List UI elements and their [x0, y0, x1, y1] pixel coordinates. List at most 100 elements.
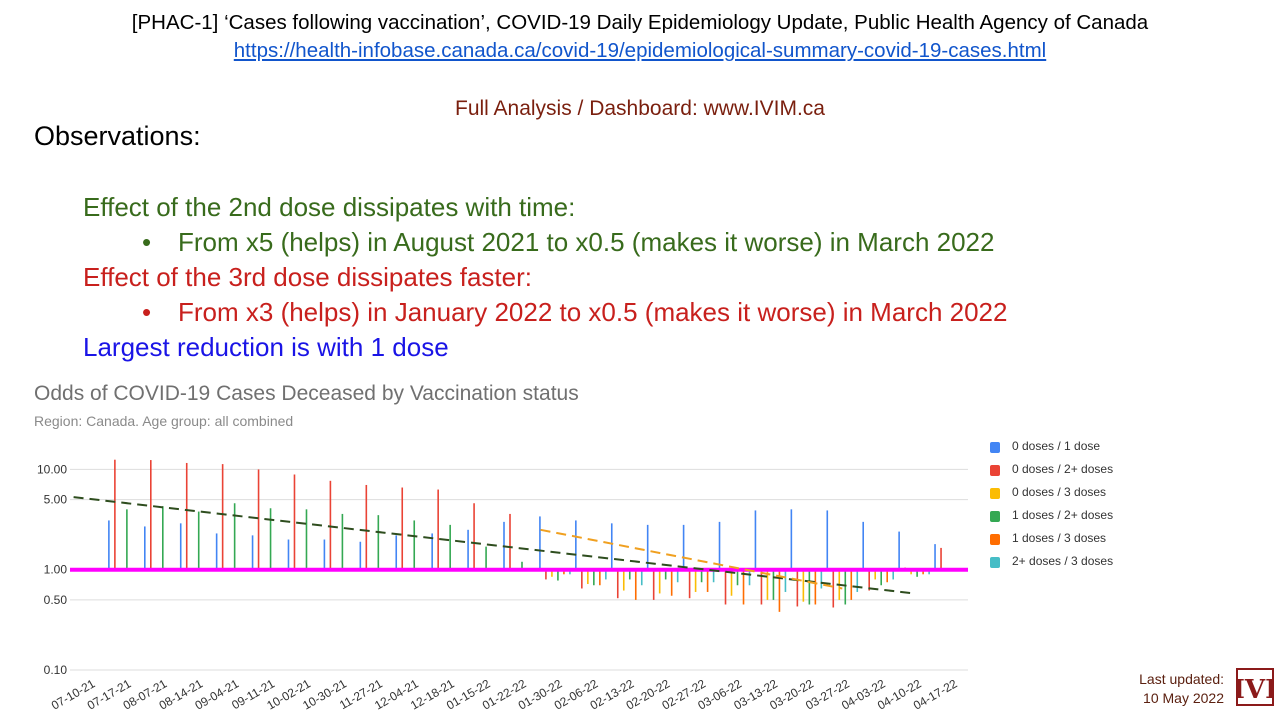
bar: [844, 569, 847, 605]
bar: [796, 569, 799, 607]
bar: [539, 516, 541, 570]
bar: [658, 569, 661, 594]
bar: [706, 569, 709, 592]
bar: [652, 569, 655, 600]
bar: [874, 569, 876, 580]
y-tick-label: 0.10: [44, 663, 68, 677]
bar: [856, 569, 859, 592]
trend-line: [73, 496, 915, 595]
legend-swatch: [990, 534, 1000, 545]
bar: [329, 480, 332, 570]
bar: [581, 569, 583, 589]
bar: [437, 489, 439, 570]
bar: [509, 513, 511, 570]
y-tick-label: 5.00: [44, 493, 68, 507]
bar: [808, 569, 811, 605]
bar: [293, 474, 296, 570]
y-tick-label: 0.50: [44, 593, 68, 607]
bar: [712, 569, 715, 583]
bar: [880, 569, 882, 586]
bar: [144, 526, 146, 570]
bar: [850, 569, 853, 600]
bar: [670, 569, 673, 596]
bar: [916, 569, 918, 577]
chart-plot: 10.005.001.000.500.1007-10-2107-17-2108-…: [37, 459, 968, 713]
bar: [898, 531, 900, 570]
bar: [736, 569, 739, 586]
dose3-heading: Effect of the 3rd dose dissipates faster…: [83, 262, 532, 292]
bar: [928, 569, 930, 575]
bar: [431, 533, 433, 570]
bar: [700, 569, 703, 583]
bar: [233, 503, 236, 570]
chart-title: Odds of COVID-19 Cases Deceased by Vacci…: [34, 382, 579, 405]
source-link[interactable]: https://health-infobase.canada.ca/covid-…: [233, 39, 1047, 62]
bar: [688, 569, 691, 599]
bar: [126, 509, 128, 570]
bar: [215, 533, 218, 570]
bar: [359, 541, 362, 570]
y-tick-label: 1.00: [44, 563, 68, 577]
bar: [718, 521, 721, 570]
bar: [616, 569, 619, 599]
bar: [395, 535, 398, 570]
bar: [197, 511, 200, 570]
bar: [682, 524, 685, 570]
dose3-bullet-text: From x3 (helps) in January 2022 to x0.5 …: [178, 297, 1008, 327]
bar: [940, 547, 942, 570]
bar: [694, 569, 697, 592]
bar: [640, 569, 643, 586]
chart-subtitle: Region: Canada. Age group: all combined: [34, 413, 294, 429]
bar: [569, 569, 571, 575]
bar: [754, 510, 757, 570]
legend-label: 1 doses / 3 doses: [1012, 531, 1107, 545]
bar: [323, 539, 326, 570]
dose2-heading: Effect of the 2nd dose dissipates with t…: [83, 192, 576, 222]
bar: [521, 561, 523, 570]
bar: [449, 524, 451, 570]
bar: [748, 569, 751, 586]
last-updated-date: 10 May 2022: [1143, 690, 1224, 706]
bar: [587, 569, 589, 585]
bar: [575, 520, 577, 570]
bar: [114, 459, 116, 570]
bar: [545, 569, 547, 580]
dose3-bullet-icon: •: [142, 297, 152, 327]
bar: [377, 515, 380, 570]
legend-label: 0 doses / 3 doses: [1012, 485, 1107, 499]
bar: [610, 523, 613, 570]
bar: [730, 569, 733, 596]
bar: [724, 569, 727, 605]
bar: [257, 469, 260, 570]
legend-swatch: [990, 465, 1000, 476]
bar: [676, 569, 679, 583]
bar: [760, 569, 763, 605]
legend-label: 0 doses / 2+ doses: [1012, 462, 1114, 476]
svg-text:IVI: IVI: [1236, 675, 1274, 705]
bar: [778, 569, 781, 612]
legend-swatch: [990, 511, 1000, 522]
trend-line: [540, 528, 843, 590]
bar: [221, 464, 224, 570]
dashboard-link: Full Analysis / Dashboard: www.IVIM.ca: [455, 97, 825, 120]
bar: [287, 539, 290, 570]
bar: [599, 569, 601, 586]
bar: [108, 520, 110, 570]
bar: [467, 529, 469, 570]
bar: [772, 569, 775, 600]
bar: [766, 569, 769, 600]
bar: [814, 569, 817, 605]
bar: [341, 513, 344, 570]
bar: [934, 544, 936, 570]
bar: [886, 569, 888, 583]
bar: [473, 503, 475, 570]
bar: [832, 569, 835, 608]
bar: [892, 569, 894, 580]
bar: [413, 520, 416, 570]
dose2-bullet-text: From x5 (helps) in August 2021 to x0.5 (…: [178, 227, 995, 257]
bar: [790, 509, 793, 570]
bar: [664, 569, 667, 580]
bar: [269, 508, 272, 570]
bar: [593, 569, 595, 586]
legend-label: 0 doses / 1 dose: [1012, 439, 1101, 453]
